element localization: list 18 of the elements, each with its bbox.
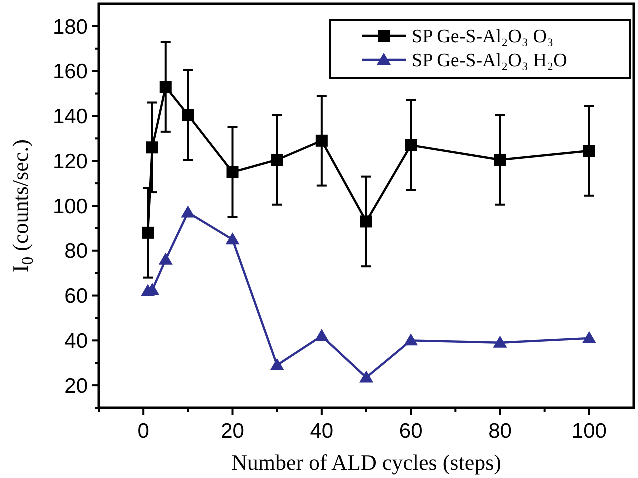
y-tick-label: 100: [52, 195, 88, 218]
y-tick-label: 20: [64, 374, 88, 398]
y-tick-label: 180: [52, 16, 88, 39]
legend-label: SP Ge-S-Al₂O₃ H₂O: [412, 50, 568, 72]
x-tick-label: 60: [399, 420, 423, 443]
y-tick-label: 160: [52, 60, 88, 84]
x-tick-label: 100: [572, 420, 607, 443]
x-tick-label: 20: [221, 420, 244, 443]
y-tick-label: 40: [64, 330, 88, 354]
x-tick-label: 40: [310, 420, 334, 443]
y-tick-label: 140: [52, 106, 88, 129]
x-tick-label: 80: [488, 420, 512, 443]
legend-label: SP Ge-S-Al₂O₃ O₃: [412, 26, 554, 48]
y-tick-label: 80: [64, 240, 88, 264]
x-axis-title: Number of ALD cycles (steps): [231, 450, 502, 475]
x-tick-label: 0: [138, 420, 150, 443]
y-tick-label: 120: [52, 150, 88, 174]
y-tick-label: 60: [64, 285, 88, 308]
